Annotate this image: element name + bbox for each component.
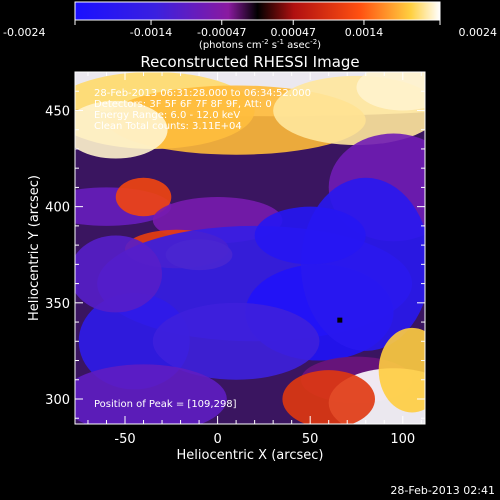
y-axis-label: Heliocentric Y (arcsec) — [27, 175, 42, 321]
colorbar-tick-label: 0.0024 — [459, 26, 498, 39]
chart-title: Reconstructed RHESSI Image — [140, 53, 359, 71]
x-tick-label: 50 — [302, 432, 319, 447]
heatmap-region-22 — [75, 364, 227, 424]
heatmap-region-23 — [282, 370, 375, 424]
heatmap-region-17 — [152, 302, 320, 380]
axes: -50 0 50 100 300 350 400 450 — [45, 71, 425, 447]
image-area — [75, 72, 425, 424]
colorbar-tick-label: -0.00047 — [197, 26, 246, 39]
y-tick-label: 300 — [45, 393, 70, 408]
x-tick-label: -50 — [114, 432, 135, 447]
annotation-line: Clean Total counts: 3.11E+04 — [94, 121, 242, 132]
colorbar-gradient — [74, 1, 441, 21]
timestamp: 28-Feb-2013 02:41 — [390, 484, 495, 497]
x-axis-label: Heliocentric X (arcsec) — [177, 448, 324, 463]
heatmap-region-4 — [75, 100, 168, 159]
colorbar: -0.0024 -0.0014 -0.00047 0.00047 0.0014 0.002… — [3, 1, 497, 51]
image-annotations: 28-Feb-2013 06:31:28.000 to 06:34:52.000… — [94, 88, 311, 132]
y-tick-label: 400 — [45, 201, 70, 216]
y-tick-label: 350 — [45, 297, 70, 312]
colorbar-unit-label: (photons cm-2 s-1 asec-2) — [199, 38, 321, 51]
peak-position-label: Position of Peak = [109,298] — [94, 399, 237, 410]
colorbar-tick-label: -0.0024 — [3, 26, 45, 39]
annotation-line: Detectors: 3F 5F 6F 7F 8F 9F, Att: 0 — [94, 99, 272, 110]
colorbar-ticks: -0.0024 -0.0014 -0.00047 0.00047 0.0014 0.002… — [3, 20, 497, 39]
heatmap-region-15 — [254, 206, 366, 265]
heatmap-region-14 — [300, 177, 425, 351]
colorbar-tick-label: 0.00047 — [270, 26, 316, 39]
heatmap-region-7 — [115, 177, 172, 217]
peak-marker — [337, 317, 343, 323]
plot-frame — [74, 71, 426, 425]
heatmap-blobs — [75, 72, 425, 424]
heatmap-region-5 — [356, 72, 425, 111]
heatmap-region-21 — [378, 327, 425, 413]
x-tick-label: 100 — [390, 432, 415, 447]
annotation-line: 28-Feb-2013 06:31:28.000 to 06:34:52.000 — [94, 88, 311, 99]
colorbar-tick-label: -0.0014 — [130, 26, 172, 39]
x-tick-label: 0 — [213, 432, 221, 447]
colorbar-tick-label: 0.0014 — [345, 26, 384, 39]
heatmap-region-18 — [75, 235, 163, 313]
y-tick-label: 450 — [45, 104, 70, 119]
annotation-line: Energy Range: 6.0 - 12.0 keV — [94, 110, 240, 121]
